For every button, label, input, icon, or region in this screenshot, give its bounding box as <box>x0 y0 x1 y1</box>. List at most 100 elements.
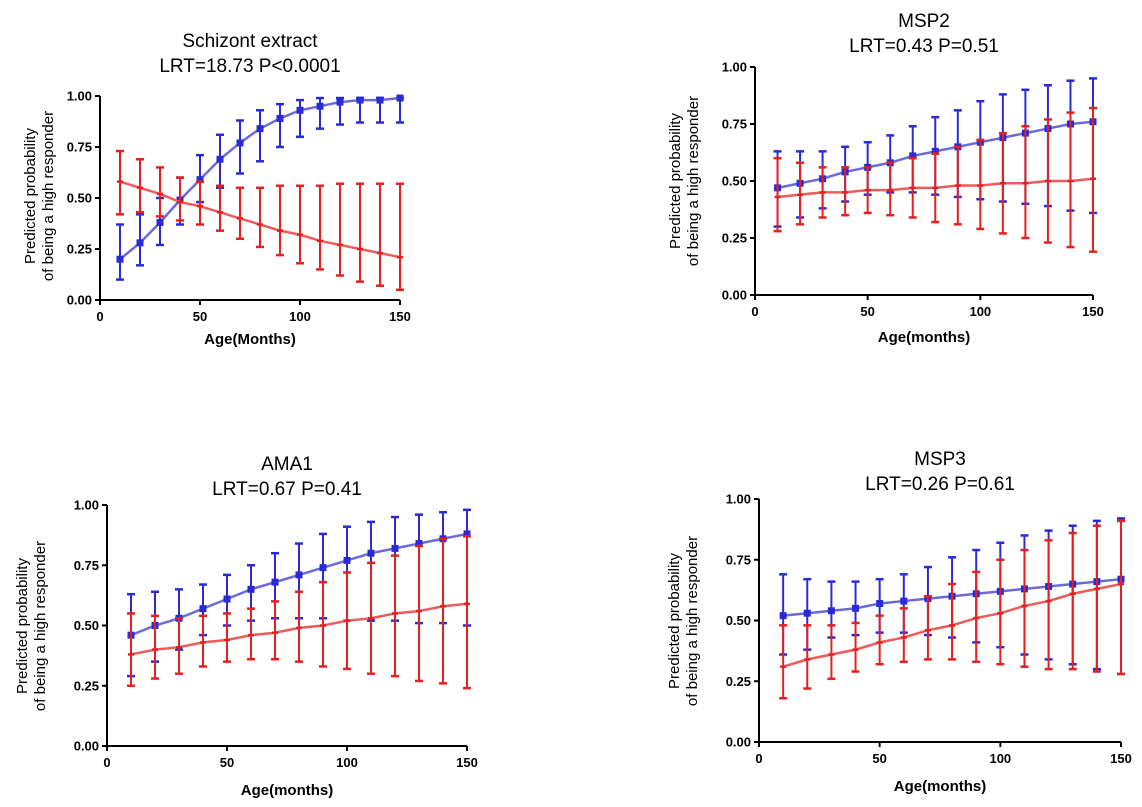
y-tick-label: 0.50 <box>74 618 99 633</box>
chart-title: MSP3 <box>914 449 966 470</box>
y-tick-label: 0.50 <box>726 613 751 628</box>
x-tick-label: 0 <box>96 309 103 324</box>
blue-data-point <box>827 607 835 615</box>
blue-series <box>116 94 404 281</box>
y-tick-label: 0.75 <box>67 140 92 155</box>
y-axis-title-line-2: of being a high responder <box>684 536 701 706</box>
y-axis-title-line-2: of being a high responder <box>40 111 57 281</box>
blue-data-point <box>236 139 244 147</box>
x-tick-label: 50 <box>860 304 874 319</box>
y-axis-title-line-1: Predicted probability <box>22 128 39 264</box>
panel-msp2: MSP2 LRT=0.43 P=0.51 Predicted probabili… <box>571 0 1142 401</box>
chart-subtitle: LRT=0.26 P=0.61 <box>865 474 1015 495</box>
blue-data-point <box>909 152 917 160</box>
y-tick-label: 0.75 <box>74 558 99 573</box>
x-tick-label: 0 <box>751 304 758 319</box>
blue-data-point <box>415 540 423 548</box>
panel-ama1: AMA1 LRT=0.67 P=0.41 Predicted probabili… <box>0 401 571 802</box>
blue-data-point <box>199 605 207 613</box>
x-tick-label: 0 <box>103 755 110 770</box>
chart-title: MSP2 <box>898 11 950 32</box>
y-axis-title-line-1: Predicted probability <box>667 113 684 249</box>
blue-data-point <box>852 604 860 612</box>
blue-data-point <box>376 96 384 104</box>
blue-data-point <box>136 239 144 247</box>
red-series <box>773 106 1097 253</box>
blue-data-point <box>803 609 811 617</box>
blue-data-point <box>391 544 399 552</box>
blue-data-point <box>116 255 124 263</box>
y-axis-title-line-1: Predicted probability <box>666 553 683 689</box>
chart-subtitle: LRT=0.43 P=0.51 <box>849 36 999 57</box>
x-axis-title: Age(months) <box>894 778 987 795</box>
y-tick-label: 0.50 <box>722 174 747 189</box>
red-series <box>127 535 471 690</box>
blue-data-point <box>343 556 351 564</box>
y-tick-label: 0.75 <box>722 117 747 132</box>
y-tick-label: 0.25 <box>722 231 747 246</box>
red-series <box>779 519 1125 700</box>
y-tick-label: 1.00 <box>74 498 99 513</box>
y-tick-label: 0.00 <box>67 293 92 308</box>
blue-data-point <box>216 155 224 163</box>
blue-data-point <box>295 571 303 579</box>
y-tick-label: 1.00 <box>726 492 751 507</box>
y-tick-label: 0.75 <box>726 552 751 567</box>
chart-schizont-extract: Schizont extract LRT=18.73 P<0.0001 Pred… <box>22 31 411 348</box>
blue-data-point <box>271 578 279 586</box>
blue-data-point <box>296 106 304 114</box>
blue-data-point <box>316 102 324 110</box>
y-tick-label: 0.25 <box>74 678 99 693</box>
blue-data-point <box>319 564 327 572</box>
blue-data-point <box>196 176 204 184</box>
x-tick-label: 100 <box>336 755 358 770</box>
blue-data-point <box>876 599 884 607</box>
x-tick-label: 50 <box>193 309 207 324</box>
panel-msp3: MSP3 LRT=0.26 P=0.61 Predicted probabili… <box>571 401 1142 802</box>
x-tick-label: 50 <box>220 755 234 770</box>
chart-title: AMA1 <box>261 454 313 475</box>
blue-data-point <box>367 549 375 557</box>
x-tick-label: 150 <box>456 755 478 770</box>
chart-ama1: AMA1 LRT=0.67 P=0.41 Predicted probabili… <box>14 454 478 799</box>
panel-schizont-extract: Schizont extract LRT=18.73 P<0.0001 Pred… <box>0 0 571 401</box>
blue-data-point <box>463 530 471 538</box>
x-tick-label: 100 <box>989 751 1011 766</box>
x-tick-label: 50 <box>872 751 886 766</box>
x-tick-label: 100 <box>969 304 991 319</box>
blue-data-point <box>256 125 264 133</box>
blue-data-point <box>931 147 939 155</box>
red-series <box>116 149 404 292</box>
blue-data-point <box>900 597 908 605</box>
y-tick-label: 1.00 <box>67 89 92 104</box>
x-axis-title: Age(months) <box>878 329 971 346</box>
x-axis-title: Age(Months) <box>204 331 296 348</box>
y-tick-label: 0.00 <box>722 288 747 303</box>
chart-subtitle: LRT=18.73 P<0.0001 <box>159 56 340 77</box>
x-tick-label: 150 <box>1110 751 1132 766</box>
x-tick-label: 100 <box>289 309 311 324</box>
blue-data-point <box>247 585 255 593</box>
y-tick-label: 0.25 <box>726 674 751 689</box>
y-tick-label: 0.25 <box>67 242 92 257</box>
y-tick-label: 1.00 <box>722 60 747 75</box>
blue-data-point <box>396 94 404 102</box>
blue-data-point <box>779 612 787 620</box>
y-axis-title-line-2: of being a high responder <box>32 541 49 711</box>
y-axis-title-line-2: of being a high responder <box>685 96 702 266</box>
y-tick-label: 0.00 <box>726 735 751 750</box>
y-axis-title-line-1: Predicted probability <box>14 558 31 694</box>
x-tick-label: 150 <box>1082 304 1104 319</box>
blue-data-point <box>156 218 164 226</box>
x-tick-label: 0 <box>755 751 762 766</box>
chart-msp3: MSP3 LRT=0.26 P=0.61 Predicted probabili… <box>666 449 1132 795</box>
y-tick-label: 0.50 <box>67 191 92 206</box>
x-axis-title: Age(months) <box>241 782 334 799</box>
blue-data-point <box>336 98 344 106</box>
chart-msp2: MSP2 LRT=0.43 P=0.51 Predicted probabili… <box>667 11 1104 346</box>
blue-data-point <box>276 114 284 122</box>
x-tick-label: 150 <box>389 309 411 324</box>
blue-data-point <box>356 96 364 104</box>
chart-title: Schizont extract <box>182 31 318 52</box>
chart-subtitle: LRT=0.67 P=0.41 <box>212 479 362 500</box>
